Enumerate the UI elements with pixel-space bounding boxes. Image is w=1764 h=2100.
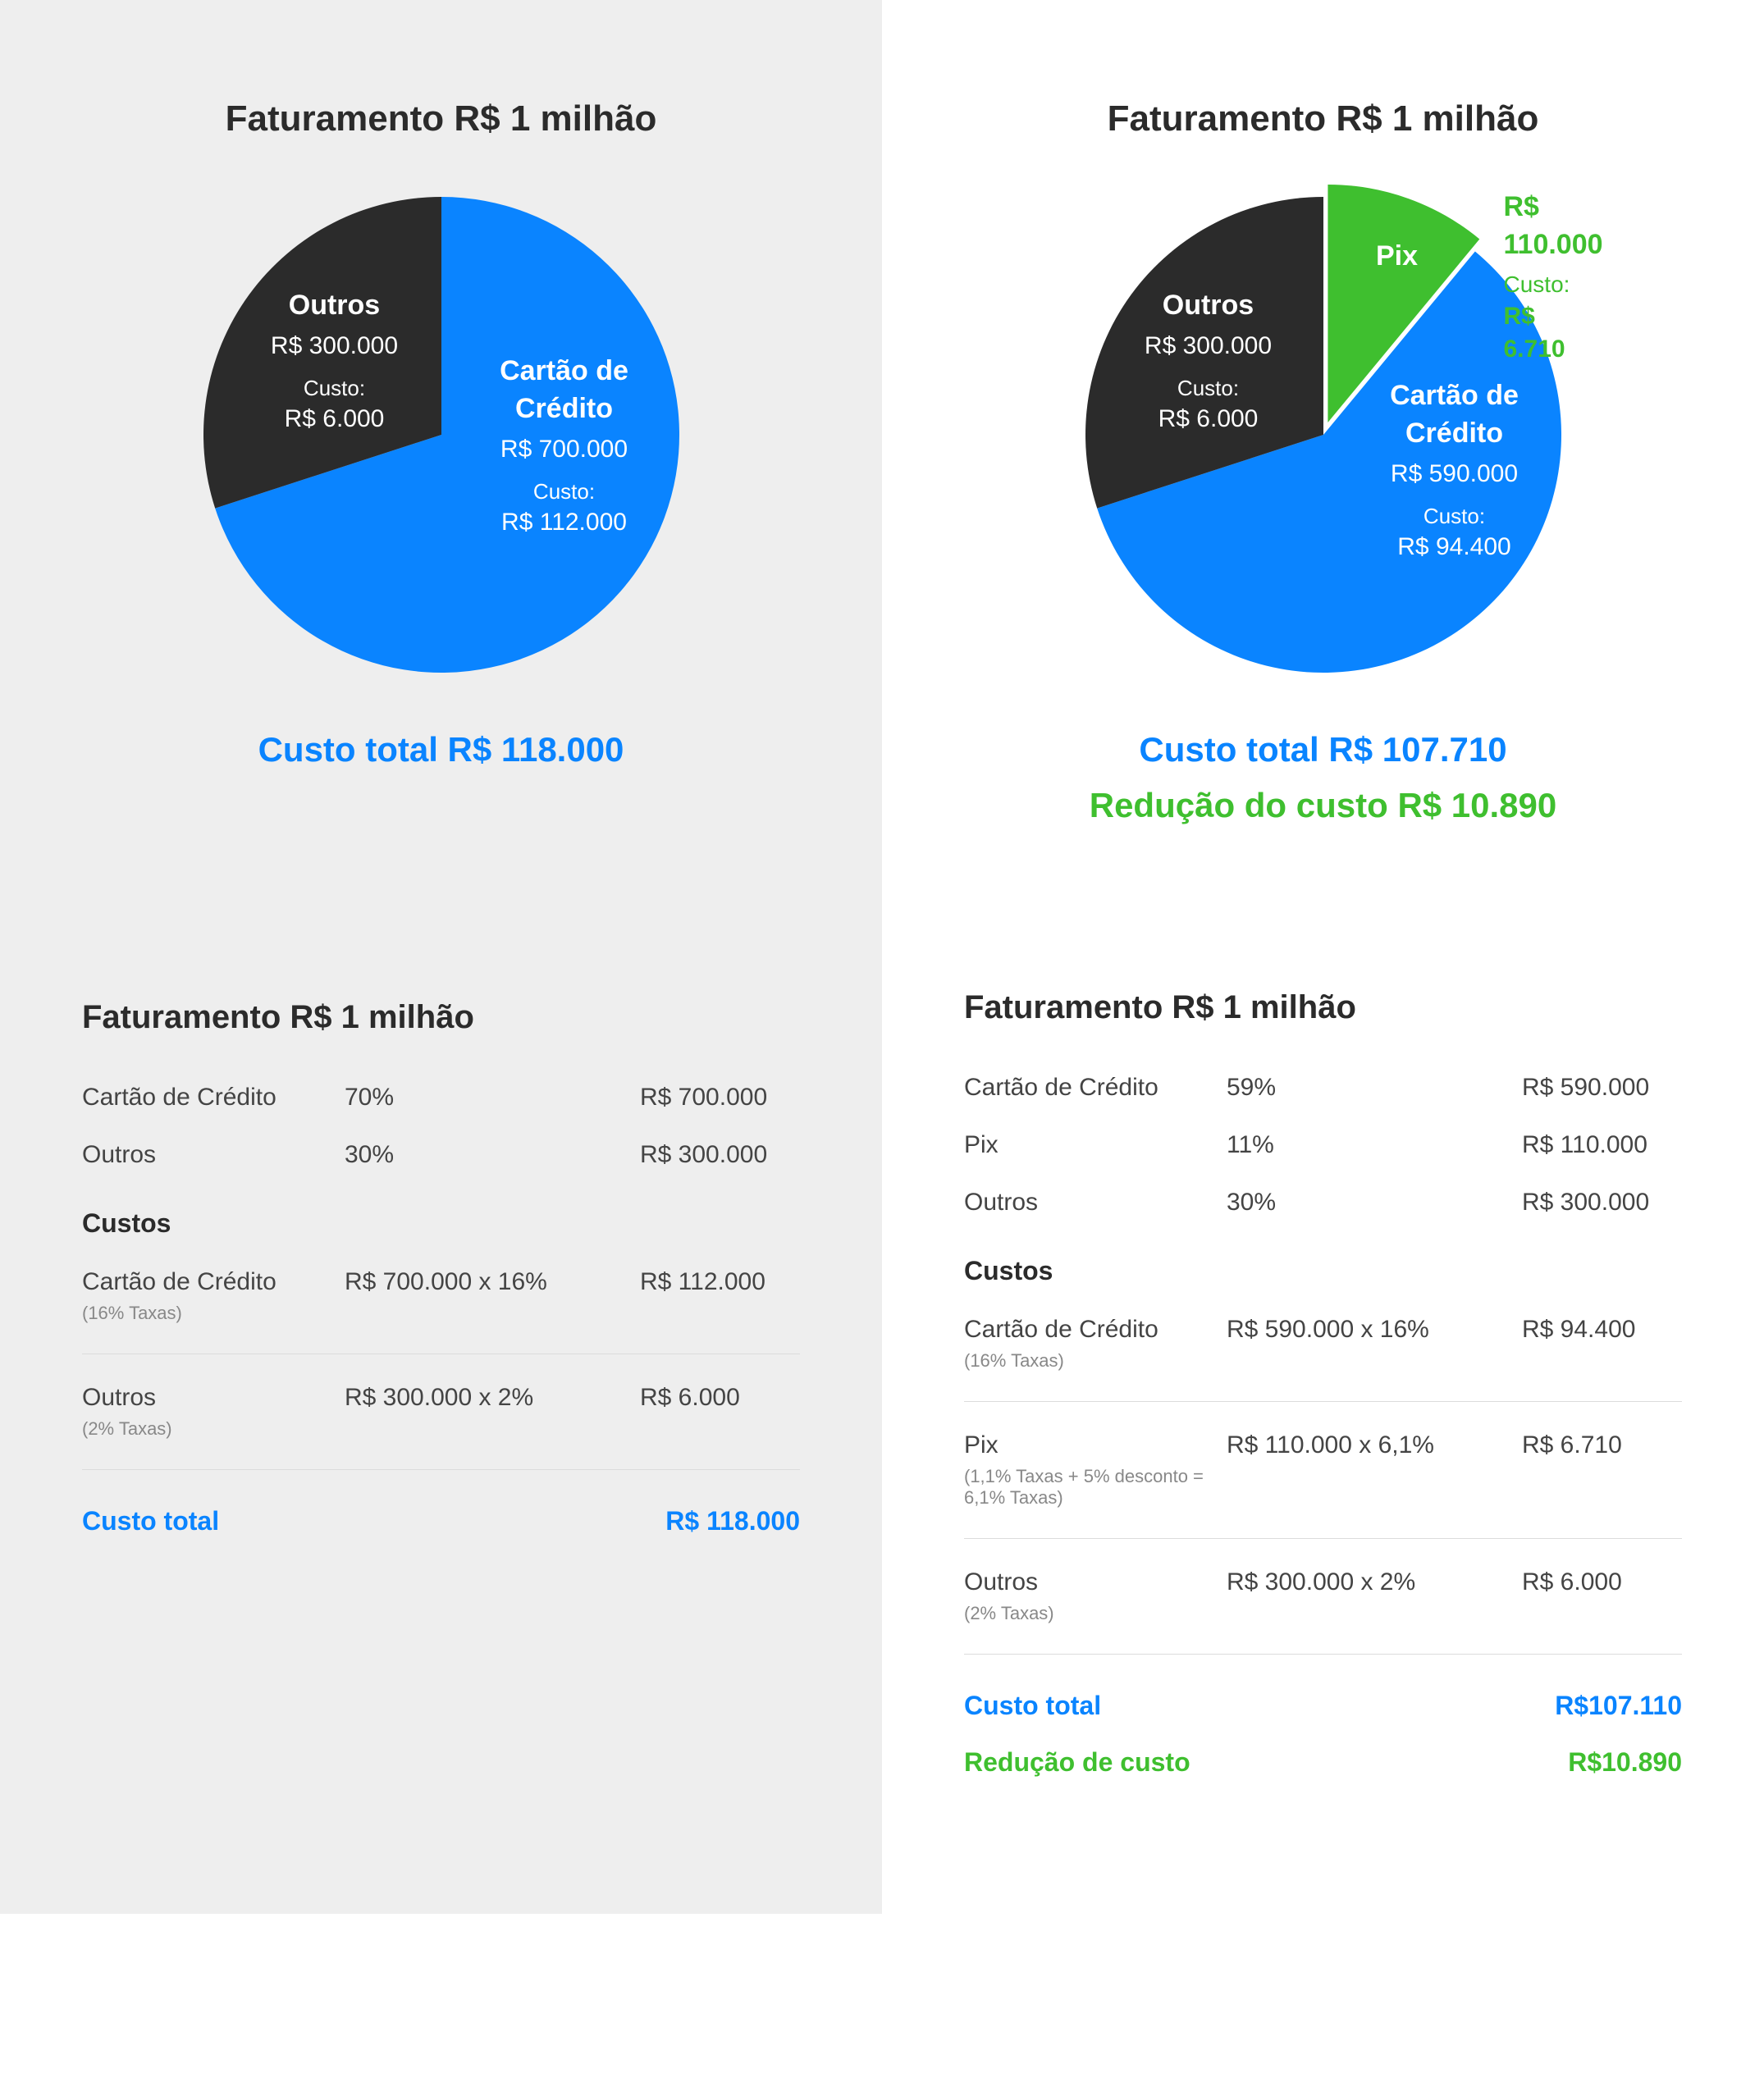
left-chart-title: Faturamento R$ 1 milhão	[82, 98, 800, 139]
left-panel: Faturamento R$ 1 milhão Cartão de Crédit…	[0, 0, 882, 1914]
breakdown-row: Cartão de Crédito70%R$ 700.000	[82, 1069, 800, 1126]
right-footer2-value: R$10.890	[1568, 1747, 1682, 1778]
left-footer-label: Custo total	[82, 1506, 665, 1536]
right-cost-rows: Cartão de Crédito(16% Taxas)R$ 590.000 x…	[964, 1301, 1682, 1655]
breakdown-row: Outros30%R$ 300.000	[82, 1126, 800, 1184]
divider	[82, 1469, 800, 1470]
right-chart-title: Faturamento R$ 1 milhão	[964, 98, 1682, 139]
cost-row: Outros(2% Taxas)R$ 300.000 x 2%R$ 6.000	[82, 1369, 800, 1454]
right-footer-value: R$107.110	[1555, 1691, 1682, 1721]
breakdown-row: Cartão de Crédito59%R$ 590.000	[964, 1059, 1682, 1116]
right-breakdown-rows: Cartão de Crédito59%R$ 590.000Pix11%R$ 1…	[964, 1059, 1682, 1231]
cost-row: Cartão de Crédito(16% Taxas)R$ 590.000 x…	[964, 1301, 1682, 1386]
divider	[964, 1401, 1682, 1402]
left-cost-rows: Cartão de Crédito(16% Taxas)R$ 700.000 x…	[82, 1253, 800, 1470]
left-breakdown-title: Faturamento R$ 1 milhão	[82, 999, 800, 1036]
right-pie: Pix R$ 110.000 Custo: R$ 6.710 Cartão de…	[1069, 180, 1578, 689]
cost-row: Pix(1,1% Taxas + 5% desconto = 6,1% Taxa…	[964, 1417, 1682, 1523]
left-costs-header: Custos	[82, 1184, 800, 1253]
cost-row: Outros(2% Taxas)R$ 300.000 x 2%R$ 6.000	[964, 1554, 1682, 1639]
divider	[964, 1654, 1682, 1655]
breakdown-row: Pix11%R$ 110.000	[964, 1116, 1682, 1174]
right-footer2-label: Redução de custo	[964, 1747, 1568, 1778]
left-footer-row: Custo total R$ 118.000	[82, 1485, 800, 1541]
pix-callout-cost-label: Custo:	[1504, 269, 1603, 300]
right-reduction: Redução do custo R$ 10.890	[964, 786, 1682, 825]
right-footer-label: Custo total	[964, 1691, 1555, 1721]
right-footer-row: Custo total R$107.110	[964, 1669, 1682, 1726]
left-slice-outros-label: Outros R$ 300.000 Custo: R$ 6.000	[244, 287, 425, 436]
left-pie: Cartão de Crédito R$ 700.000 Custo: R$ 1…	[187, 180, 696, 689]
spacer	[964, 825, 1682, 989]
right-breakdown-title: Faturamento R$ 1 milhão	[964, 989, 1682, 1026]
left-footer-value: R$ 118.000	[665, 1506, 800, 1536]
spacer	[82, 769, 800, 999]
pix-callout-cost-value: R$ 6.710	[1504, 300, 1603, 367]
cost-row: Cartão de Crédito(16% Taxas)R$ 700.000 x…	[82, 1253, 800, 1339]
left-slice-cc-label: Cartão de Crédito R$ 700.000 Custo: R$ 1…	[458, 353, 671, 540]
right-footer2-row: Redução de custo R$10.890	[964, 1726, 1682, 1783]
right-slice-cc-label: Cartão de Crédito R$ 590.000 Custo: R$ 9…	[1348, 377, 1561, 564]
left-total: Custo total R$ 118.000	[82, 730, 800, 769]
right-costs-header: Custos	[964, 1231, 1682, 1301]
right-panel: Faturamento R$ 1 milhão Pix R$ 110.000 C…	[882, 0, 1764, 1914]
right-slice-outros-label: Outros R$ 300.000 Custo: R$ 6.000	[1118, 287, 1299, 436]
breakdown-row: Outros30%R$ 300.000	[964, 1174, 1682, 1231]
right-slice-pix-label: Pix	[1348, 238, 1446, 276]
right-pix-callout: R$ 110.000 Custo: R$ 6.710	[1504, 189, 1603, 367]
pix-callout-value: R$ 110.000	[1504, 189, 1603, 264]
left-breakdown-rows: Cartão de Crédito70%R$ 700.000Outros30%R…	[82, 1069, 800, 1184]
right-total: Custo total R$ 107.710	[964, 730, 1682, 769]
divider	[964, 1538, 1682, 1539]
